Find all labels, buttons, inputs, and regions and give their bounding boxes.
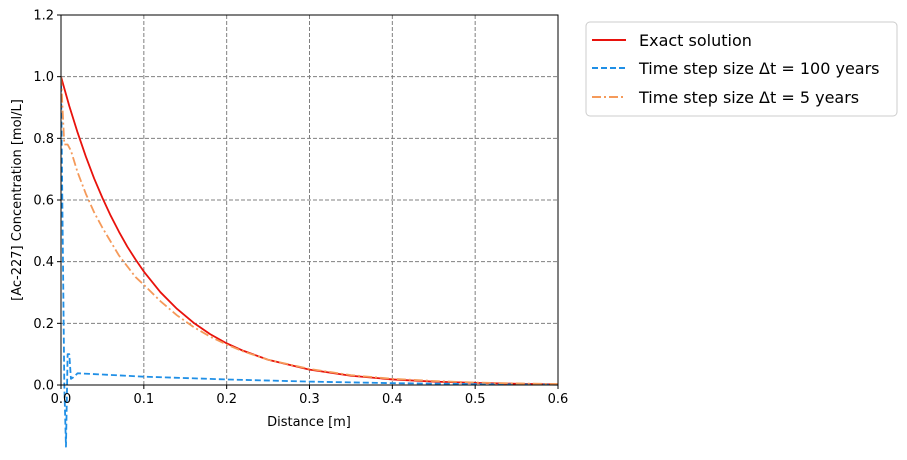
y-tick-label: 0.8 <box>33 132 54 147</box>
y-axis-title: [Ac-227] Concentration [mol/L] <box>10 99 25 301</box>
x-tick-label: 0.5 <box>465 392 486 407</box>
x-tick-label: 0.3 <box>299 392 320 407</box>
series-line-exact <box>61 76 558 386</box>
y-tick-label: 1.0 <box>33 70 54 85</box>
x-tick-label: 0.4 <box>382 392 403 407</box>
legend-frame <box>585 21 898 117</box>
x-tick-label: 0.6 <box>548 392 569 407</box>
x-tick-label: 0.2 <box>216 392 237 407</box>
legend-label-dt5: Time step size Δt = 5 years <box>638 88 859 107</box>
x-tick-label: 0.1 <box>133 392 154 407</box>
x-axis-title: Distance [m] <box>267 415 351 430</box>
y-tick-label: 1.2 <box>33 9 54 24</box>
axis-ticks: 0.0 0.1 0.2 0.3 0.4 0.5 0.6 0.0 0.2 0.4 0.6 0.8 1.0 1… <box>33 9 568 408</box>
series-layer <box>61 76 558 448</box>
legend: Exact solution Time step size Δt = 100 y… <box>585 21 898 117</box>
y-tick-label: 0.4 <box>33 255 54 270</box>
y-tick-label: 0.6 <box>33 194 54 209</box>
series-line-dt5 <box>61 76 558 385</box>
y-tick-label: 0.0 <box>33 379 54 394</box>
y-tick-label: 0.2 <box>33 317 54 332</box>
x-tick-label: 0.0 <box>51 392 72 407</box>
grid <box>61 15 558 385</box>
legend-label-dt100: Time step size Δt = 100 years <box>638 59 880 78</box>
legend-label-exact: Exact solution <box>639 31 752 50</box>
